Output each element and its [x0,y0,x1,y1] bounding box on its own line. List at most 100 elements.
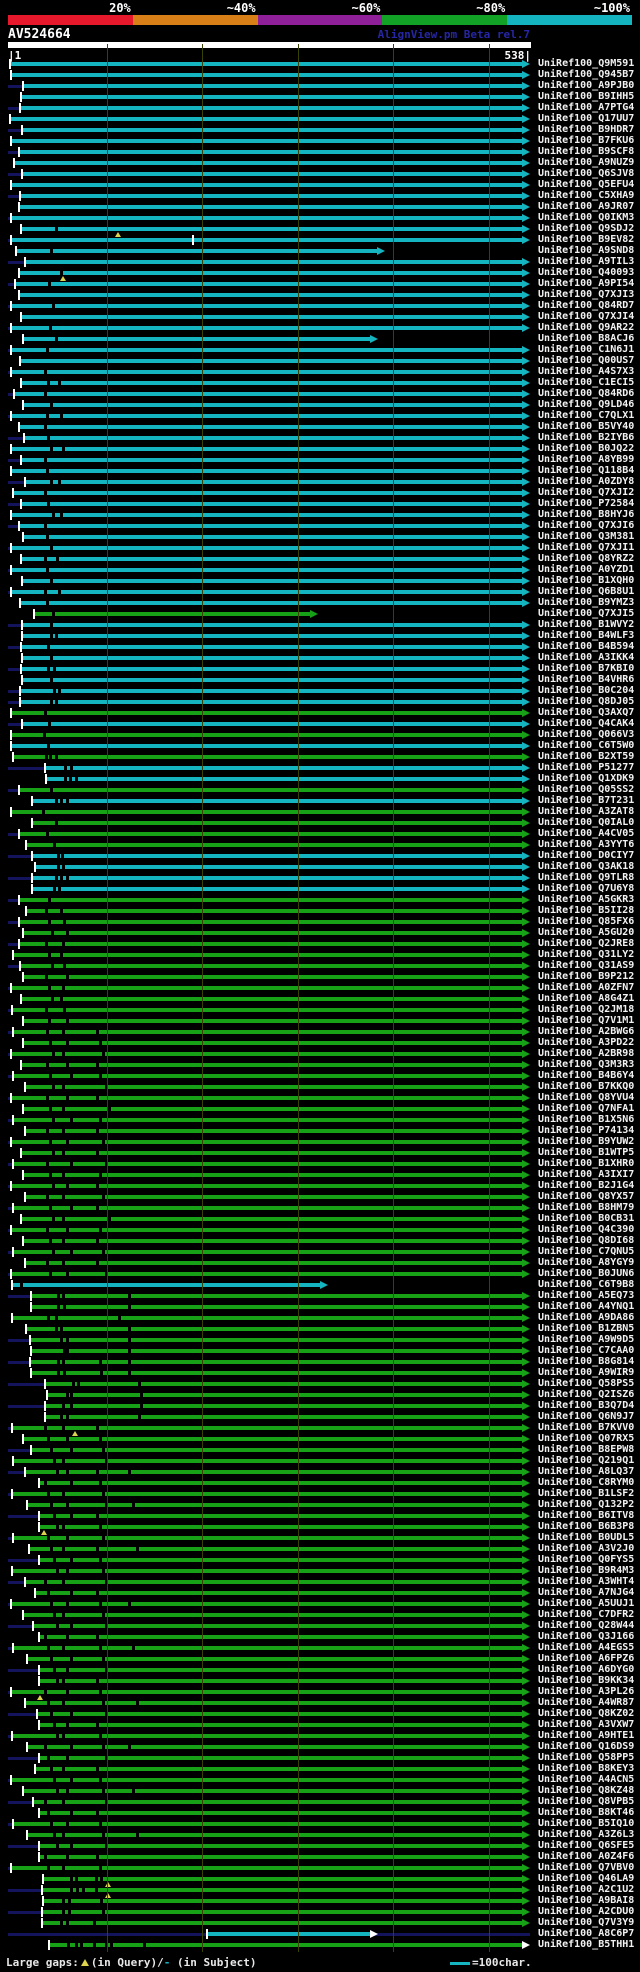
alignment-bar[interactable] [69,1822,99,1826]
alignment-bar[interactable] [99,1811,522,1815]
alignment-bar[interactable] [135,1789,522,1793]
alignment-bar[interactable] [60,1371,63,1375]
alignment-bar[interactable] [103,1899,522,1903]
alignment-bar[interactable] [105,1448,522,1452]
alignment-bar[interactable] [131,1745,522,1749]
hit-label[interactable]: UniRef100_A4YNQ1 [538,1301,635,1312]
hit-label[interactable]: UniRef100_B9SCF8 [538,146,635,157]
alignment-bar[interactable] [53,1503,66,1507]
alignment-bar[interactable] [33,799,55,803]
hit-label[interactable]: UniRef100_Q6B8U1 [538,586,635,597]
alignment-bar[interactable] [45,810,522,814]
alignment-bar[interactable] [69,1393,70,1397]
alignment-bar[interactable] [47,1580,62,1584]
alignment-bar[interactable] [46,1382,72,1386]
alignment-bar[interactable] [22,1217,52,1221]
alignment-bar[interactable] [66,964,522,968]
alignment-bar[interactable] [50,1943,67,1947]
hit-label[interactable]: UniRef100_A3VXW7 [538,1719,635,1730]
hit-label[interactable]: UniRef100_B7FKU6 [538,135,635,146]
hit-label[interactable]: UniRef100_Q9SDJ2 [538,223,635,234]
alignment-bar[interactable] [51,898,522,902]
alignment-bar[interactable] [61,381,522,385]
alignment-bar[interactable] [79,1888,82,1892]
alignment-bar[interactable] [12,1140,49,1144]
hit-label[interactable]: UniRef100_C7DFR2 [538,1609,635,1620]
hit-label[interactable]: UniRef100_Q118B4 [538,465,635,476]
alignment-bar[interactable] [22,315,522,319]
alignment-bar[interactable] [71,1910,102,1914]
alignment-bar[interactable] [47,1690,66,1694]
alignment-bar[interactable] [51,1019,66,1023]
alignment-bar[interactable] [63,1327,128,1331]
alignment-bar[interactable] [53,1547,62,1551]
alignment-bar[interactable] [69,1690,99,1694]
hit-label[interactable]: UniRef100_Q7XJI1 [538,542,635,553]
hit-label[interactable]: UniRef100_A5UUJ1 [538,1598,635,1609]
hit-label[interactable]: UniRef100_Q6SJV8 [538,168,635,179]
alignment-bar[interactable] [143,1404,522,1408]
hit-label[interactable]: UniRef100_B9YUW2 [538,1136,635,1147]
alignment-bar[interactable] [53,623,522,627]
alignment-bar[interactable] [12,326,49,330]
alignment-bar[interactable] [99,1129,522,1133]
alignment-bar[interactable] [22,502,47,506]
alignment-bar[interactable] [80,1382,138,1386]
alignment-bar[interactable] [16,282,48,286]
alignment-bar[interactable] [26,1470,56,1474]
hit-label[interactable]: UniRef100_Q3M381 [538,531,635,542]
alignment-bar[interactable] [65,1195,102,1199]
hit-label[interactable]: UniRef100_C6T5W0 [538,740,635,751]
hit-label[interactable]: UniRef100_Q84RD7 [538,300,635,311]
alignment-bar[interactable] [12,1096,46,1100]
hit-label[interactable]: UniRef100_Q7U6Y8 [538,883,635,894]
hit-label[interactable]: UniRef100_Q2JRE8 [538,938,635,949]
alignment-bar[interactable] [49,1030,62,1034]
alignment-bar[interactable] [14,1459,53,1463]
alignment-bar[interactable] [21,700,50,704]
hit-label[interactable]: UniRef100_Q7XJI3 [538,289,635,300]
alignment-bar[interactable] [73,1591,96,1595]
hit-label[interactable]: UniRef100_A9JR07 [538,201,635,212]
alignment-bar[interactable] [73,1162,105,1166]
alignment-bar[interactable] [23,634,50,638]
alignment-bar[interactable] [73,1250,102,1254]
alignment-bar[interactable] [40,1811,47,1815]
alignment-bar[interactable] [135,1646,522,1650]
alignment-bar[interactable] [103,1371,128,1375]
alignment-bar[interactable] [47,458,522,462]
alignment-bar[interactable] [102,1041,522,1045]
hit-label[interactable]: UniRef100_Q8DI68 [538,1235,635,1246]
alignment-bar[interactable] [73,1481,99,1485]
alignment-bar[interactable] [49,1096,66,1100]
alignment-bar[interactable] [73,1877,75,1881]
alignment-bar[interactable] [33,876,55,880]
hit-label[interactable]: UniRef100_A8C6P7 [538,1928,635,1939]
alignment-bar[interactable] [12,183,522,187]
alignment-bar[interactable] [49,1228,66,1232]
hit-label[interactable]: UniRef100_B1WTP5 [538,1147,635,1158]
alignment-bar[interactable] [99,1635,522,1639]
alignment-bar[interactable] [69,876,522,880]
alignment-bar[interactable] [139,1547,522,1551]
alignment-bar[interactable] [12,139,522,143]
hit-label[interactable]: UniRef100_Q9TLR8 [538,872,635,883]
alignment-bar[interactable] [58,1316,118,1320]
hit-label[interactable]: UniRef100_B0CB31 [538,1213,635,1224]
alignment-bar[interactable] [65,1701,102,1705]
hit-label[interactable]: UniRef100_A3PD22 [538,1037,635,1048]
alignment-bar[interactable] [24,337,55,341]
alignment-bar[interactable] [63,271,522,275]
hit-label[interactable]: UniRef100_B1ZBN5 [538,1323,635,1334]
hit-label[interactable]: UniRef100_A8YB99 [538,454,635,465]
alignment-bar[interactable] [33,887,53,891]
alignment-bar[interactable] [44,1899,62,1903]
hit-label[interactable]: UniRef100_Q16DS9 [538,1741,635,1752]
alignment-bar[interactable] [47,425,522,429]
alignment-bar[interactable] [73,1514,96,1518]
alignment-bar[interactable] [22,645,47,649]
alignment-bar[interactable] [50,1811,70,1815]
alignment-bar[interactable] [67,766,70,770]
alignment-bar[interactable] [131,1305,522,1309]
alignment-bar[interactable] [31,1338,60,1342]
